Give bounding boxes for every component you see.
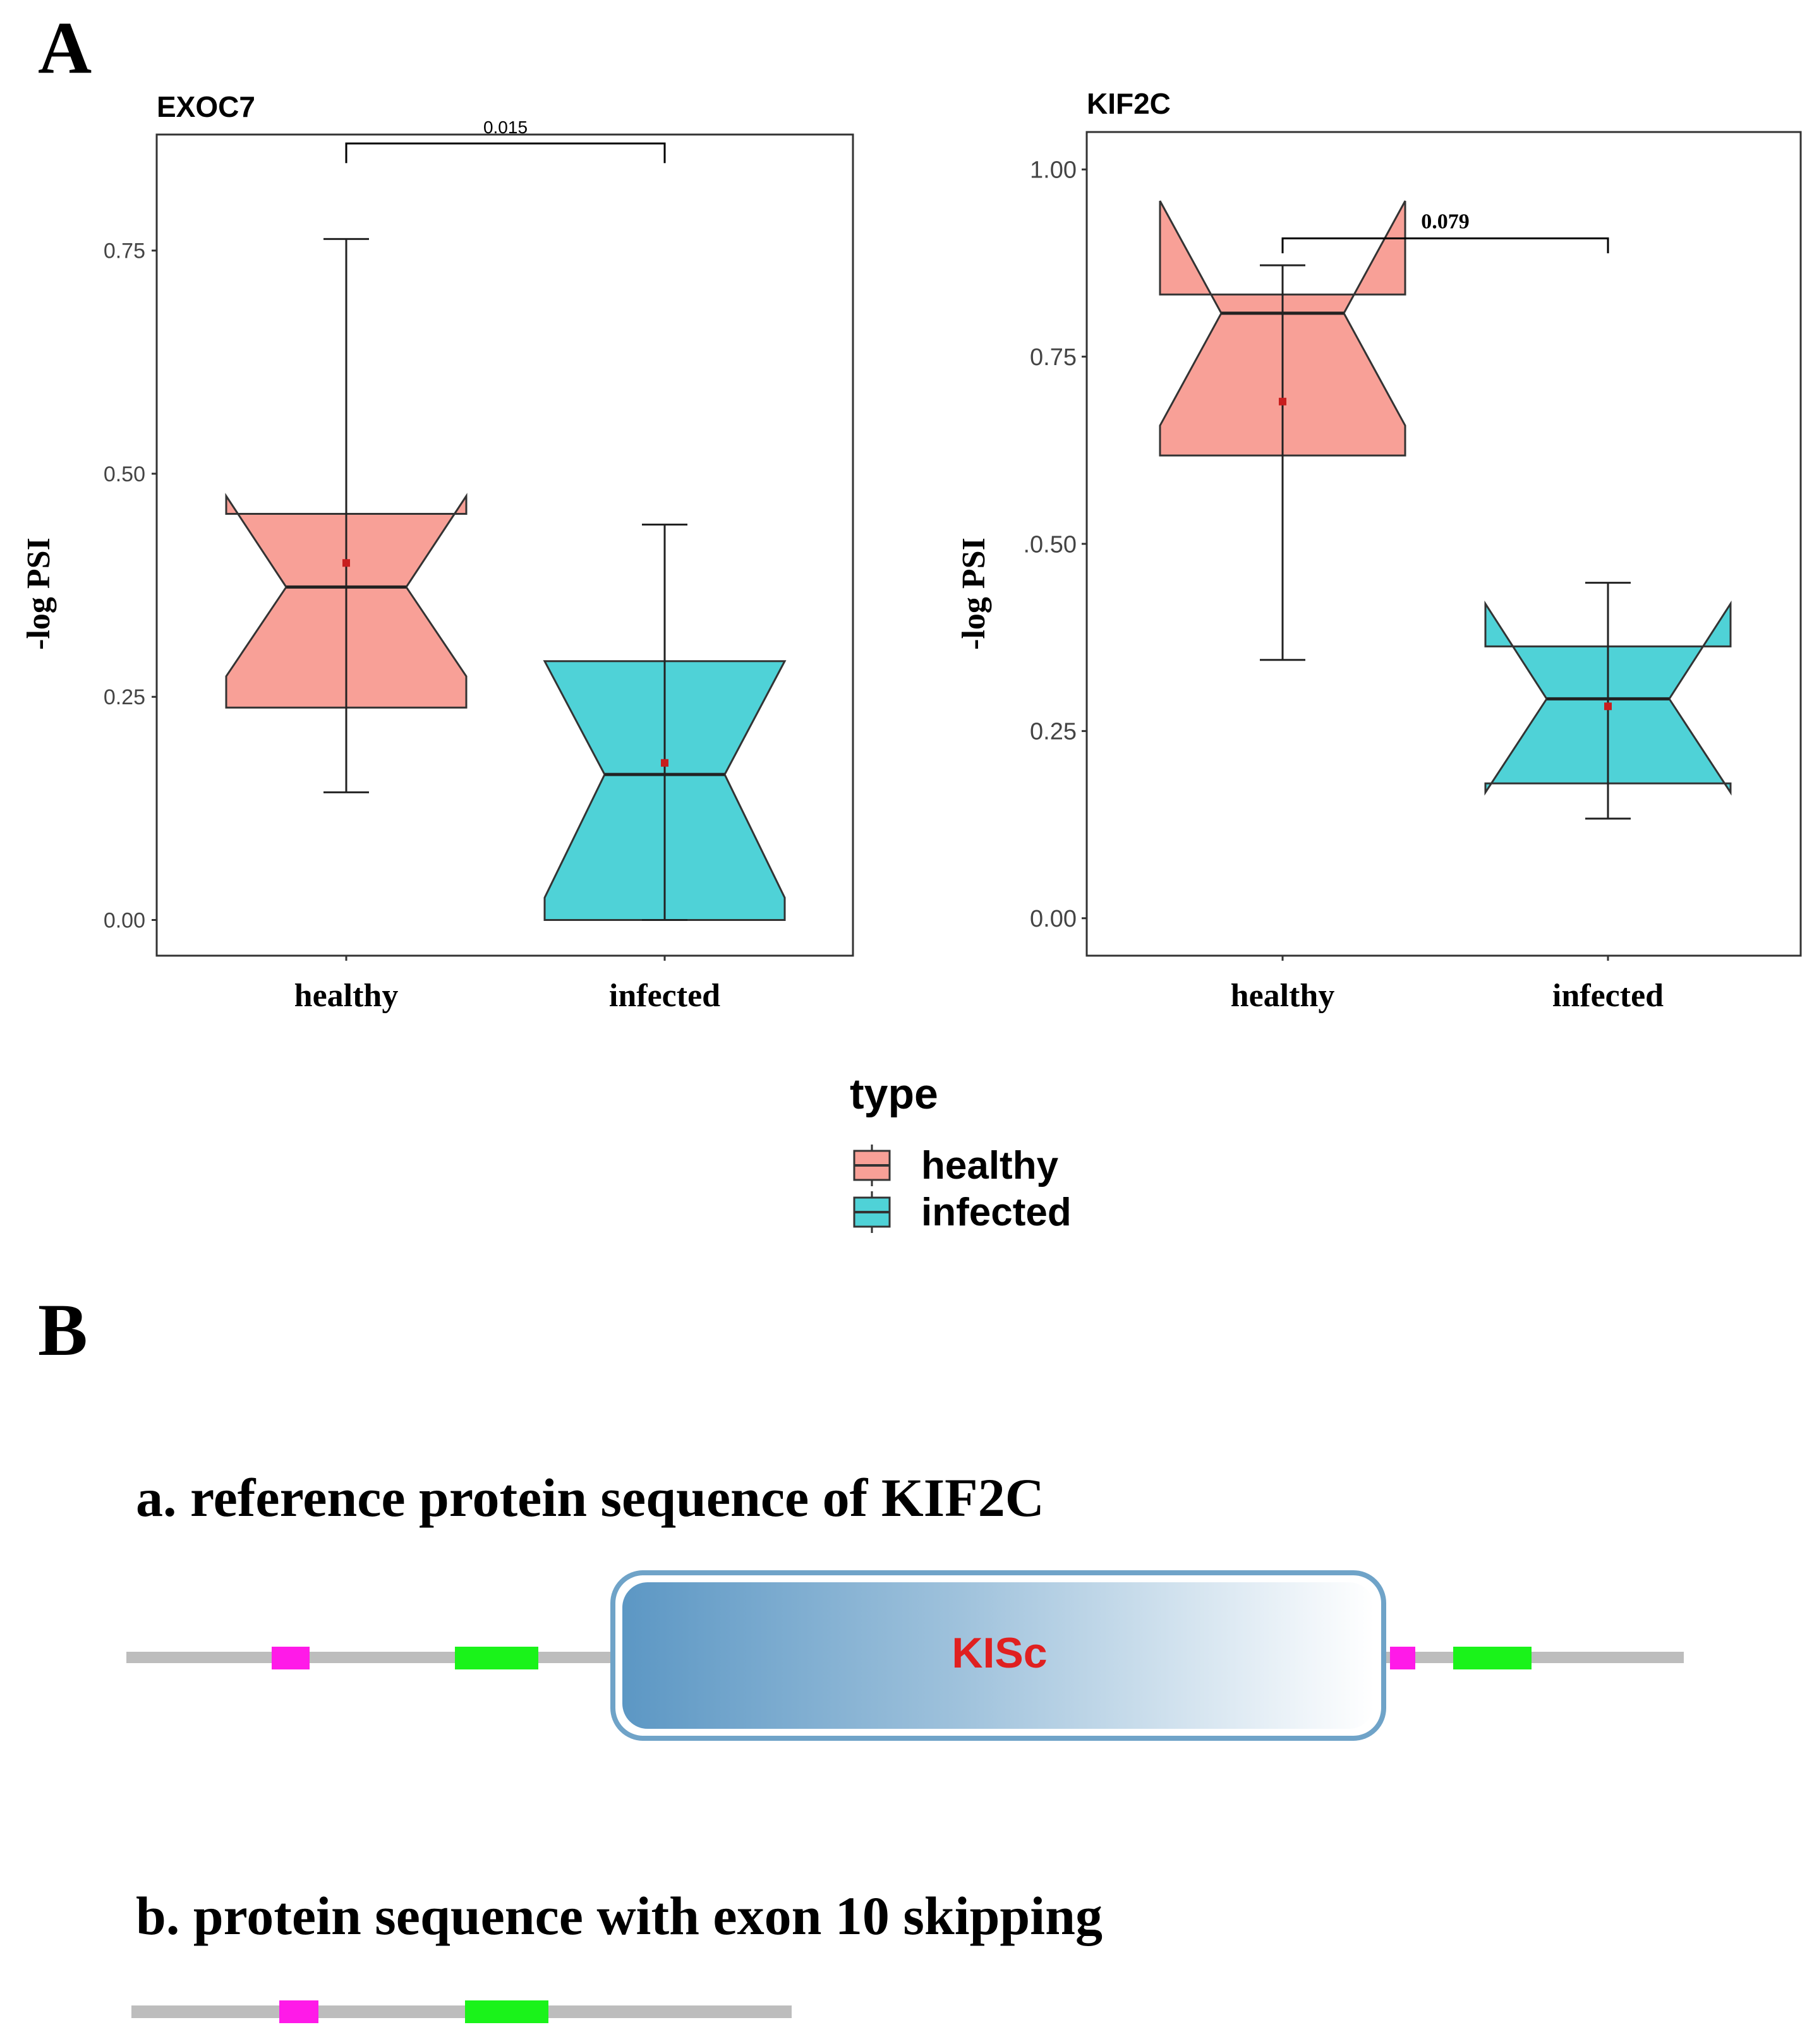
mean-point-healthy	[342, 559, 350, 567]
exoc7-boxes	[225, 237, 787, 961]
kif2c-chart-title: KIF2C	[1087, 87, 1171, 120]
kif2c-bracket-line	[1281, 237, 1609, 254]
kif2c-x-ticks: healthy infected	[1231, 978, 1664, 1014]
kif2c-x-tick-healthy: healthy	[1231, 978, 1335, 1014]
exoc7-chart-title: EXOC7	[157, 90, 255, 123]
kif2c-y-axis-label: -log PSI	[956, 538, 992, 650]
mean-point-healthy	[1279, 397, 1286, 406]
exoc7-chart: EXOC7 -log PSI 0.00 0.25 0.50 0.75 healthy …	[21, 90, 854, 1014]
protein-diagram-exon10-skipping: b. protein sequence with exon 10 skippin…	[131, 1885, 1103, 2023]
y-tick-label: 0.25	[1030, 719, 1077, 745]
kif2c-x-tick-infected: infected	[1552, 978, 1664, 1014]
exoc7-bracket-line	[345, 142, 666, 164]
kisc-domain	[622, 1582, 1374, 1729]
legend-item-healthy: healthy	[853, 1144, 1059, 1187]
legend-label-healthy: healthy	[921, 1144, 1059, 1187]
kif2c-y-ticks: 0.00 0.25 .0.50 0.75 1.00	[1023, 157, 1087, 932]
y-tick-label: 1.00	[1030, 157, 1077, 184]
exoc7-significance-bracket: 0.015	[345, 117, 666, 164]
y-tick-label: 0.00	[1030, 906, 1077, 932]
panel-label-b: B	[38, 1289, 88, 1371]
kif2c-plot-frame	[1085, 131, 1802, 957]
legend-label-infected: infected	[921, 1191, 1072, 1234]
motif-green-2	[1453, 1647, 1532, 1669]
skipping-sequence-title: b. protein sequence with exon 10 skippin…	[136, 1885, 1103, 1946]
panel-label-a: A	[38, 6, 92, 89]
kif2c-significance-bracket: 0.079	[1281, 210, 1609, 254]
reference-sequence-title: a. reference protein sequence of KIF2C	[136, 1467, 1044, 1528]
y-tick-label: 0.75	[1030, 344, 1077, 371]
exoc7-x-tick-infected: infected	[609, 978, 720, 1014]
exoc7-plot-frame	[155, 133, 854, 957]
motif-magenta-1	[272, 1647, 310, 1669]
exoc7-y-ticks: 0.00 0.25 0.50 0.75	[104, 239, 157, 932]
exoc7-x-ticks: healthy infected	[294, 978, 720, 1014]
skipping-backbone-line	[131, 2005, 792, 2018]
y-tick-label: .0.50	[1023, 531, 1077, 558]
motif-green-1	[455, 1647, 538, 1669]
motif-magenta-2	[1390, 1647, 1415, 1669]
y-tick-label: 0.00	[104, 908, 145, 932]
kisc-domain-label: KISc	[952, 1629, 1047, 1677]
kif2c-p-value: 0.079	[1421, 210, 1470, 233]
y-tick-label: 0.50	[104, 462, 145, 486]
exoc7-x-tick-healthy: healthy	[294, 978, 399, 1014]
kif2c-chart: KIF2C -log PSI 0.00 0.25 .0.50 0.75 1.00 hea…	[956, 87, 1802, 1014]
motif-magenta-3	[279, 2000, 318, 2023]
y-tick-label: 0.25	[104, 685, 145, 709]
y-tick-label: 0.75	[104, 239, 145, 263]
exoc7-y-axis-label: -log PSI	[21, 538, 57, 650]
kif2c-boxes	[1159, 200, 1732, 961]
legend-title: type	[850, 1070, 938, 1118]
protein-diagram-reference: a. reference protein sequence of KIF2C K…	[126, 1467, 1684, 1741]
legend-item-infected: infected	[853, 1191, 1072, 1234]
legend: type healthy infected	[850, 1070, 1072, 1234]
mean-point-infected	[661, 759, 668, 767]
motif-green-3	[465, 2000, 548, 2023]
mean-point-infected	[1604, 702, 1612, 711]
exoc7-p-value: 0.015	[483, 117, 528, 137]
